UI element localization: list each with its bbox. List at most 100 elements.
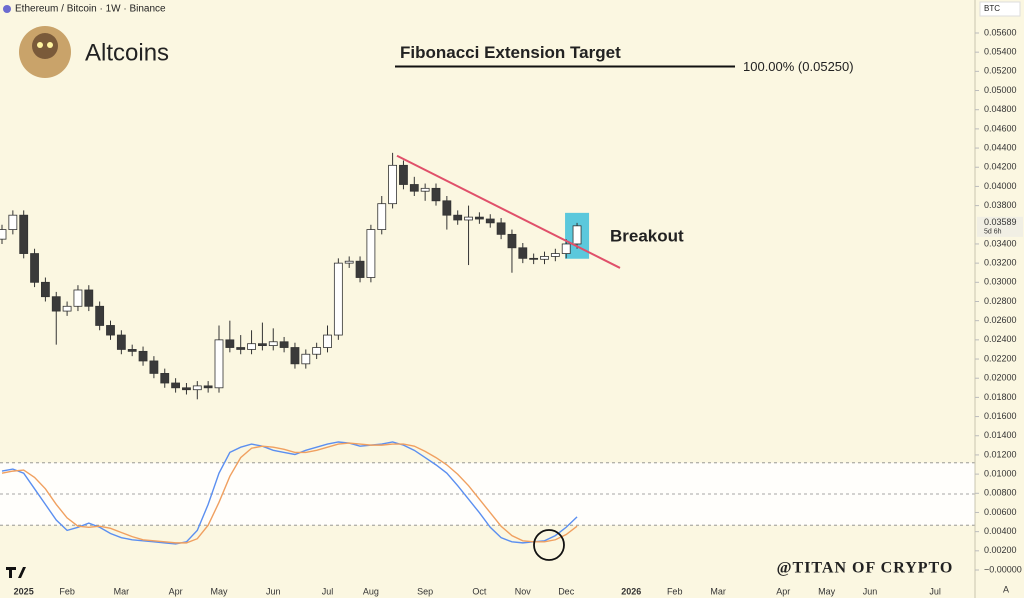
y-tick-label: 0.00200 (984, 545, 1017, 555)
candle-body (485, 218, 495, 224)
candle-body (84, 289, 94, 307)
x-tick-label: Mar (114, 586, 130, 596)
candle-body (73, 289, 83, 307)
y-tick-label: 0.05000 (984, 85, 1017, 95)
candle-body (529, 257, 539, 260)
candle-body (355, 260, 365, 278)
candle-body (8, 214, 18, 230)
candle-body (30, 253, 39, 283)
y-tick-label: 0.04400 (984, 142, 1017, 152)
y-tick-label: 0.00800 (984, 488, 1017, 498)
candle-body (420, 187, 430, 192)
candle-body (431, 187, 441, 202)
y-tick-label: 0.02800 (984, 296, 1017, 306)
scale-mode: A (1003, 584, 1009, 594)
candle-body (496, 222, 506, 235)
candle-body (540, 256, 549, 260)
candle-body (474, 216, 484, 220)
candle-body (366, 229, 376, 278)
candle-body (312, 347, 322, 355)
symbol: Ethereum / Bitcoin · 1W · Binance (15, 4, 166, 15)
x-tick-label: Jun (863, 586, 878, 596)
x-tick-label: Dec (558, 586, 575, 596)
candle-body (236, 347, 246, 350)
oscillator-band (0, 462, 975, 526)
x-tick-label: Sep (417, 586, 433, 596)
x-tick-label: Aug (363, 586, 379, 596)
currency: BTC (984, 4, 1000, 13)
last-price: 0.03589 (984, 217, 1017, 227)
candle-body (182, 387, 191, 391)
y-tick-label: 0.01600 (984, 411, 1017, 421)
avatar-face (32, 33, 58, 59)
y-tick-label: 0.02600 (984, 315, 1017, 325)
candle-body (323, 334, 332, 348)
candle-body (41, 281, 50, 298)
candle-body (95, 305, 105, 326)
x-tick-label: Mar (710, 586, 726, 596)
highlight-circle (533, 529, 565, 561)
candle-body (106, 325, 115, 336)
title: Altcoins (85, 39, 169, 66)
candle-body (561, 243, 571, 254)
x-tick-label: Apr (169, 586, 183, 596)
candle-body (214, 339, 224, 389)
x-tick-label: Jun (266, 586, 281, 596)
candle-body (19, 214, 29, 254)
y-tick-label: 0.04200 (984, 162, 1017, 172)
y-tick-label: 0.04800 (984, 104, 1017, 114)
candle-body (290, 347, 300, 365)
candle-body (279, 341, 289, 348)
candle-body (257, 343, 267, 347)
candle-body (160, 373, 170, 384)
y-tick-label: 0.02000 (984, 373, 1017, 383)
candle-body (344, 260, 354, 264)
candle-body (192, 385, 202, 391)
price-tag (977, 216, 1023, 237)
y-tick-label: 0.00600 (984, 507, 1017, 517)
x-tick-label: Jul (322, 586, 334, 596)
y-tick-label: 0.03200 (984, 258, 1017, 268)
x-tick-label: Feb (667, 586, 683, 596)
y-tick-label: 0.05200 (984, 66, 1017, 76)
candle-body (247, 343, 256, 350)
candle-body (171, 382, 181, 389)
candle-body (333, 262, 343, 336)
candle-body (388, 164, 398, 205)
candle-body (225, 339, 235, 348)
candle-body (268, 341, 278, 347)
candle-body (409, 184, 419, 192)
candle-body (442, 200, 452, 216)
x-tick-label: Apr (776, 586, 790, 596)
oscillator-line (1, 442, 578, 544)
symbol-icon (3, 5, 11, 13)
y-tick-label: 0.05400 (984, 47, 1017, 57)
y-tick-label: 0.04600 (984, 123, 1017, 133)
candle-body (377, 203, 387, 230)
fib-title: Fibonacci Extension Target (400, 43, 621, 62)
candle-body (51, 296, 61, 312)
candle-body (0, 229, 7, 240)
candle-body (127, 349, 137, 352)
breakout-label: Breakout (610, 226, 684, 245)
candle-body (550, 253, 560, 257)
watermark: @TITAN OF CRYPTO (777, 560, 954, 577)
tv-logo (6, 567, 26, 578)
candle-body (507, 233, 517, 249)
x-tick-label: Jul (929, 586, 941, 596)
avatar-eye (37, 42, 43, 48)
x-tick-label: 2025 (14, 586, 34, 596)
y-tick-label: 0.01000 (984, 468, 1017, 478)
avatar-eye (47, 42, 53, 48)
currency-box (979, 1, 1021, 17)
candle-body (116, 334, 126, 350)
y-tick-label: 0.02200 (984, 353, 1017, 363)
y-tick-label: 0.04000 (984, 181, 1017, 191)
x-tick-label: Oct (472, 586, 487, 596)
candle-body (62, 305, 72, 312)
y-tick-label: 0.05600 (984, 27, 1017, 37)
x-tick-label: Nov (515, 586, 532, 596)
y-tick-label: 0.03400 (984, 238, 1017, 248)
countdown: 5d 6h (984, 229, 1002, 236)
